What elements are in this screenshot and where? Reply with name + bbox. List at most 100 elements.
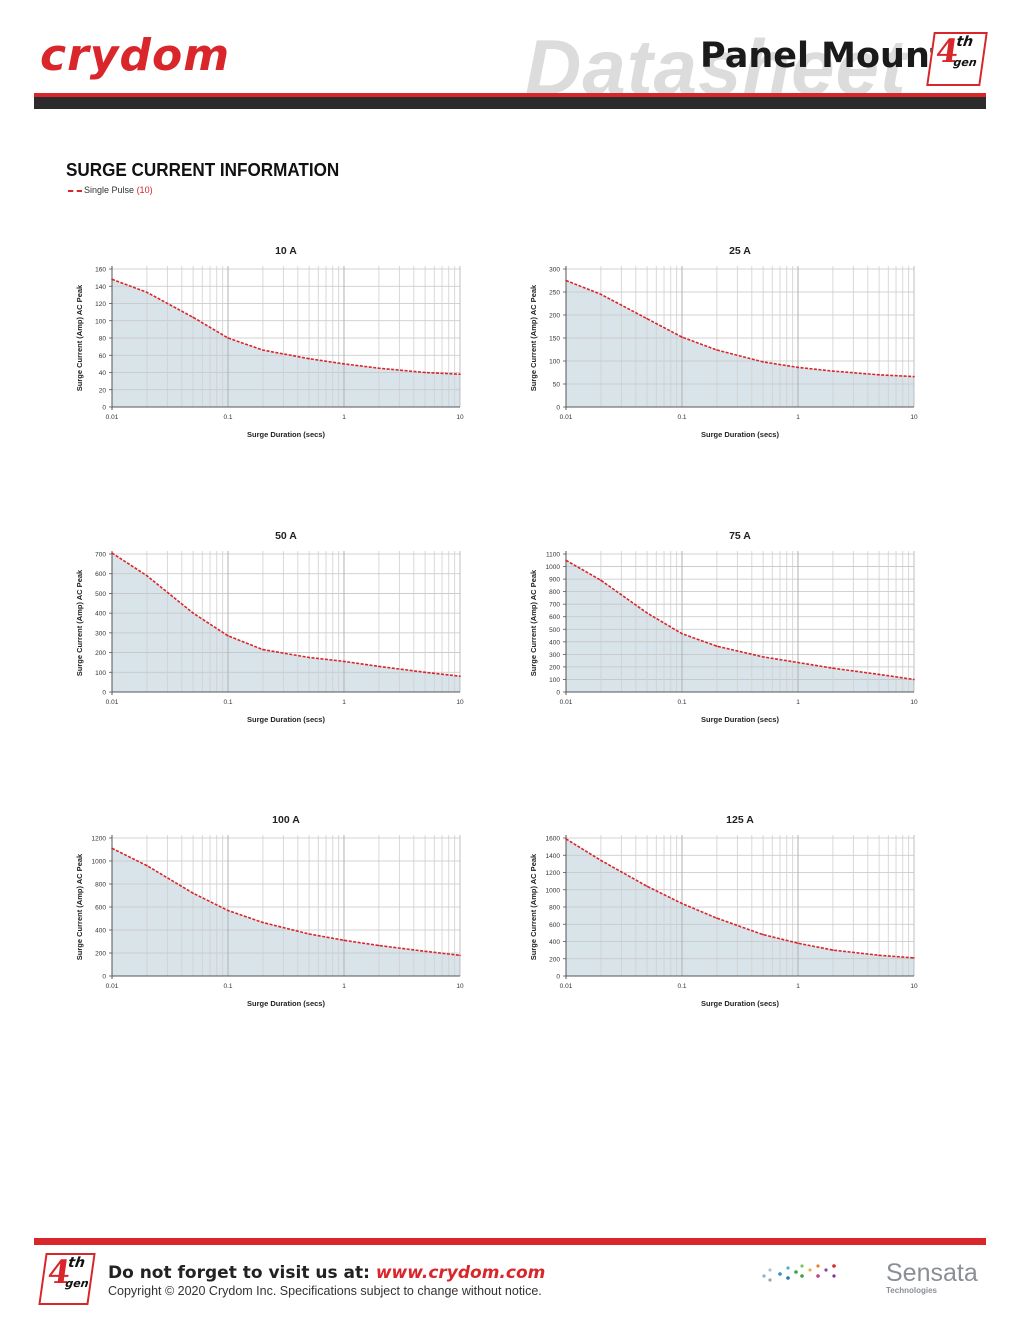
data-point bbox=[832, 949, 834, 951]
y-tick-label: 700 bbox=[549, 602, 560, 609]
chart-legend: Single Pulse (10) bbox=[68, 185, 153, 195]
footer-url-link[interactable]: www.crydom.com bbox=[375, 1263, 546, 1283]
area-fill bbox=[566, 280, 914, 407]
y-axis-label: Surge Current (Amp) AC Peak bbox=[529, 569, 538, 676]
data-point bbox=[646, 885, 648, 888]
y-tick-label: 800 bbox=[549, 589, 560, 596]
y-tick-label: 800 bbox=[549, 905, 560, 912]
y-tick-label: 1200 bbox=[546, 870, 561, 877]
data-point bbox=[111, 278, 113, 281]
x-tick-label: 1 bbox=[342, 983, 346, 990]
y-tick-label: 200 bbox=[549, 956, 560, 963]
data-point bbox=[600, 293, 602, 296]
data-point bbox=[308, 933, 310, 935]
data-point bbox=[646, 317, 648, 320]
footer-visit-line: Do not forget to visit us at: www.crydom… bbox=[108, 1263, 545, 1283]
y-tick-label: 140 bbox=[95, 284, 106, 291]
data-point bbox=[716, 645, 718, 647]
series-line bbox=[111, 278, 461, 375]
y-tick-label: 300 bbox=[549, 652, 560, 659]
x-tick-label: 0.1 bbox=[677, 983, 686, 990]
area-fill bbox=[112, 553, 460, 692]
y-tick-label: 100 bbox=[549, 359, 560, 366]
data-point bbox=[565, 559, 567, 562]
y-tick-label: 160 bbox=[95, 267, 106, 274]
series-line bbox=[111, 847, 461, 957]
y-tick-label: 1000 bbox=[546, 887, 561, 894]
x-axis-label: Surge Duration (secs) bbox=[701, 999, 779, 1008]
4th-gen-badge-footer: 4 th gen bbox=[38, 1253, 96, 1305]
x-tick-label: 1 bbox=[796, 414, 800, 421]
crydom-logo: crydom bbox=[40, 30, 231, 81]
y-tick-label: 1400 bbox=[546, 853, 561, 860]
y-tick-label: 1200 bbox=[92, 836, 107, 843]
data-point bbox=[913, 957, 915, 959]
legend-dash-swatch bbox=[68, 189, 82, 192]
footer-red-bar bbox=[34, 1238, 986, 1245]
x-axis-label: Surge Duration (secs) bbox=[247, 999, 325, 1008]
y-tick-label: 400 bbox=[95, 611, 106, 618]
y-tick-label: 800 bbox=[95, 882, 106, 889]
data-point bbox=[343, 363, 345, 365]
surge-chart-25a: 25 A 0 50 100 150 200 250 300 0.01 0.1 1 10 Surge Du… bbox=[529, 245, 918, 439]
data-point bbox=[262, 349, 264, 351]
y-tick-label: 200 bbox=[549, 664, 560, 671]
x-tick-label: 0.01 bbox=[560, 983, 573, 990]
legend-label: Single Pulse bbox=[84, 185, 135, 195]
badge-th: th bbox=[67, 1255, 87, 1271]
data-point bbox=[600, 579, 602, 582]
data-point bbox=[878, 374, 880, 376]
x-tick-label: 10 bbox=[456, 699, 464, 706]
x-tick-label: 10 bbox=[456, 983, 464, 990]
footer-copyright: Copyright © 2020 Crydom Inc. Specificati… bbox=[108, 1284, 542, 1298]
data-point bbox=[227, 909, 229, 912]
y-tick-label: 120 bbox=[95, 301, 106, 308]
y-tick-label: 100 bbox=[95, 318, 106, 325]
y-tick-label: 1100 bbox=[546, 552, 560, 559]
series-line bbox=[565, 838, 915, 959]
y-tick-label: 500 bbox=[549, 627, 560, 634]
chart-title: 50 A bbox=[275, 530, 297, 542]
y-tick-label: 300 bbox=[549, 267, 560, 274]
chart-title: 100 A bbox=[272, 814, 300, 826]
y-tick-label: 0 bbox=[102, 690, 106, 697]
y-tick-label: 1000 bbox=[92, 859, 107, 866]
data-point bbox=[378, 665, 380, 668]
y-tick-label: 400 bbox=[549, 939, 560, 946]
x-tick-label: 1 bbox=[796, 983, 800, 990]
y-tick-label: 100 bbox=[549, 677, 560, 684]
x-axis-label: Surge Duration (secs) bbox=[701, 715, 779, 724]
y-tick-label: 250 bbox=[549, 290, 560, 297]
data-point bbox=[146, 864, 148, 867]
data-point bbox=[646, 612, 648, 614]
y-tick-label: 400 bbox=[95, 928, 106, 935]
y-tick-label: 1600 bbox=[546, 836, 561, 843]
badge-th: th bbox=[955, 34, 975, 50]
surge-chart-75a: 75 A010020030040050060070080090010001100… bbox=[529, 530, 918, 724]
4th-gen-badge: 4 th gen bbox=[926, 32, 988, 86]
y-axis-label: Surge Current (Amp) AC Peak bbox=[529, 284, 538, 391]
chart-title: 75 A bbox=[729, 530, 751, 542]
x-tick-label: 0.1 bbox=[677, 414, 686, 421]
data-point bbox=[262, 921, 264, 924]
y-tick-label: 600 bbox=[549, 922, 560, 929]
data-point bbox=[716, 349, 718, 351]
surge-chart-50a: 50 A 0 100 200 300 400 500 600 700 0.01 0.1 1 10 Surg… bbox=[75, 530, 464, 724]
data-point bbox=[308, 656, 310, 659]
data-point bbox=[227, 635, 229, 637]
x-tick-label: 0.01 bbox=[560, 414, 573, 421]
data-point bbox=[343, 939, 345, 942]
sensata-dots-icon bbox=[762, 1264, 836, 1282]
data-point bbox=[459, 373, 461, 375]
data-point bbox=[192, 612, 194, 614]
data-point bbox=[378, 367, 380, 369]
y-tick-label: 300 bbox=[95, 630, 106, 637]
chart-title: 10 A bbox=[275, 245, 297, 257]
footer-visit-text: Do not forget to visit us at: bbox=[108, 1263, 376, 1283]
data-point bbox=[192, 316, 194, 319]
data-point bbox=[459, 954, 461, 957]
x-tick-label: 0.1 bbox=[677, 699, 686, 706]
y-tick-label: 80 bbox=[99, 336, 107, 343]
x-tick-label: 0.1 bbox=[223, 414, 232, 421]
x-tick-label: 10 bbox=[910, 414, 918, 421]
